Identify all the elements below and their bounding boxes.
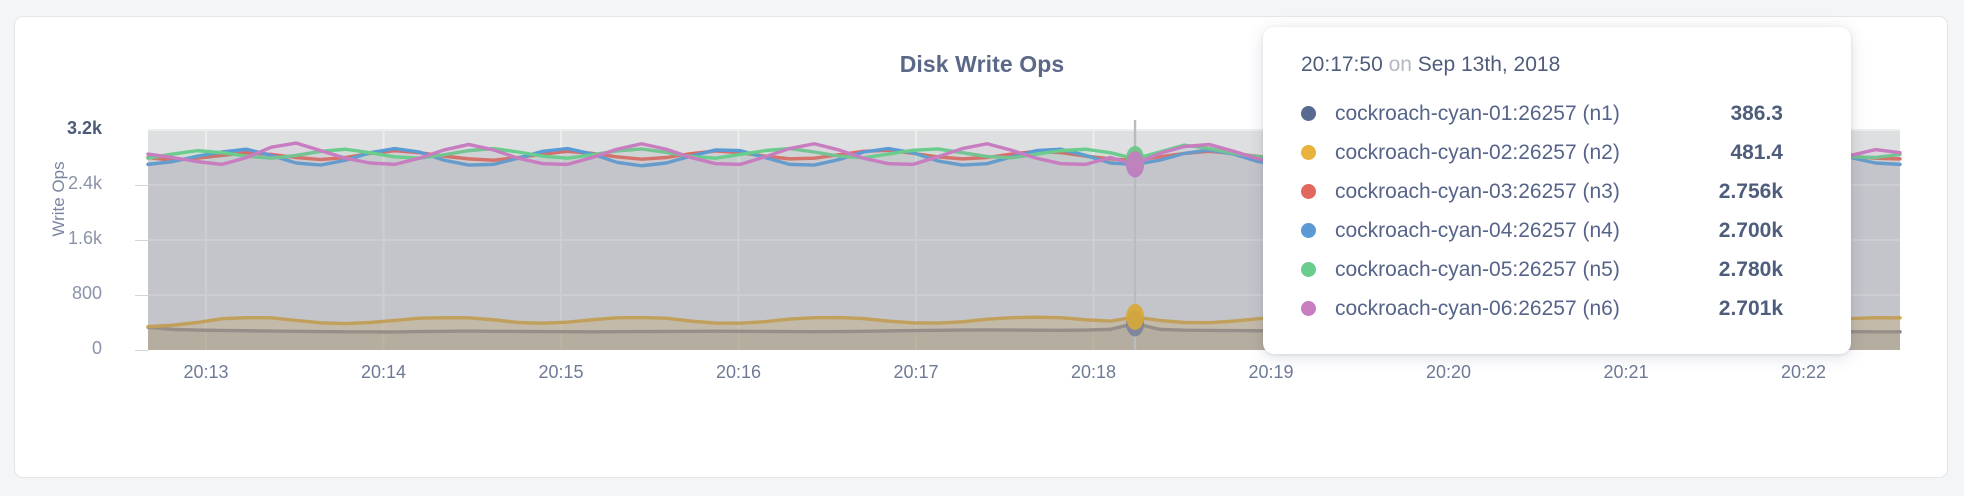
y-axis-tick-label: 1.6k: [67, 228, 102, 248]
y-axis-tick-mark: [135, 350, 148, 351]
y-axis-tick-label: 3.2k: [66, 118, 102, 138]
tooltip-series-value: 386.3: [1730, 101, 1783, 125]
tooltip-series-value: 2.700k: [1718, 218, 1783, 242]
page-title: Disk Write Ops: [899, 51, 1065, 77]
tooltip-series-value: 481.4: [1730, 140, 1783, 164]
series-color-dot-icon: [1301, 106, 1316, 121]
tooltip-series-row: cockroach-cyan-06:26257 (n6) 2.701k: [1301, 289, 1817, 328]
tooltip-series-row: cockroach-cyan-03:26257 (n3) 2.756k: [1301, 172, 1817, 211]
hover-marker-dot: [1126, 151, 1145, 178]
y-axis-tick-label: 800: [71, 283, 102, 303]
tooltip-series-value: 2.701k: [1718, 296, 1783, 320]
x-axis-tick-label: 20:15: [538, 362, 584, 382]
series-color-dot-icon: [1301, 301, 1316, 316]
series-color-dot-icon: [1301, 223, 1316, 238]
series-color-dot-icon: [1301, 262, 1316, 277]
tooltip-series-label: cockroach-cyan-02:26257 (n2): [1335, 140, 1620, 164]
tooltip-series-row: cockroach-cyan-05:26257 (n5) 2.780k: [1301, 250, 1817, 289]
series-color-dot-icon: [1301, 145, 1316, 160]
tooltip-rows: cockroach-cyan-01:26257 (n1) 386.3 cockroa…: [1301, 94, 1817, 328]
x-axis-tick-label: 20:13: [183, 362, 229, 382]
y-axis-tick-label: 2.4k: [67, 173, 102, 193]
tooltip-series-label: cockroach-cyan-01:26257 (n1): [1335, 101, 1620, 125]
tooltip-series-row: cockroach-cyan-02:26257 (n2) 481.4: [1301, 133, 1817, 172]
tooltip-series-row: cockroach-cyan-01:26257 (n1) 386.3: [1301, 94, 1817, 133]
tooltip-series-label: cockroach-cyan-05:26257 (n5): [1335, 257, 1620, 281]
y-axis-tick-mark: [135, 240, 148, 241]
tooltip-on-word: on: [1388, 53, 1412, 76]
tooltip-series-value: 2.756k: [1718, 179, 1783, 203]
hover-marker-dot: [1126, 303, 1145, 330]
y-axis-tick-mark: [135, 295, 148, 296]
tooltip-time: 20:17:50: [1301, 53, 1383, 76]
hover-tooltip: 20:17:50 on Sep 13th, 2018 cockroach-cya…: [1263, 27, 1851, 354]
tooltip-series-row: cockroach-cyan-04:26257 (n4) 2.700k: [1301, 211, 1817, 250]
x-axis-tick-label: 20:16: [715, 362, 762, 382]
tooltip-timestamp: 20:17:50 on Sep 13th, 2018: [1301, 53, 1817, 77]
y-axis-title: Write Ops: [49, 161, 68, 237]
chart-card: Disk Write Ops Write Ops 3.2k 2.4k 1.6k 800…: [14, 16, 1948, 478]
x-axis-tick-label: 20:19: [1248, 362, 1294, 382]
x-axis-tick-label: 20:20: [1425, 362, 1472, 382]
tooltip-series-label: cockroach-cyan-04:26257 (n4): [1335, 218, 1620, 242]
tooltip-series-label: cockroach-cyan-03:26257 (n3): [1335, 179, 1620, 203]
x-axis-tick-label: 20:18: [1070, 362, 1117, 382]
x-axis-tick-label: 20:17: [893, 362, 939, 382]
series-color-dot-icon: [1301, 184, 1316, 199]
tooltip-series-label: cockroach-cyan-06:26257 (n6): [1335, 296, 1620, 320]
y-axis-tick-label: 0: [91, 338, 102, 358]
tooltip-date: Sep 13th, 2018: [1417, 53, 1561, 76]
x-axis-tick-label: 20:21: [1603, 362, 1649, 382]
tooltip-series-value: 2.780k: [1718, 257, 1783, 281]
x-axis-tick-label: 20:14: [360, 362, 407, 382]
x-axis-tick-label: 20:22: [1780, 362, 1827, 382]
y-axis-tick-mark: [135, 185, 148, 186]
